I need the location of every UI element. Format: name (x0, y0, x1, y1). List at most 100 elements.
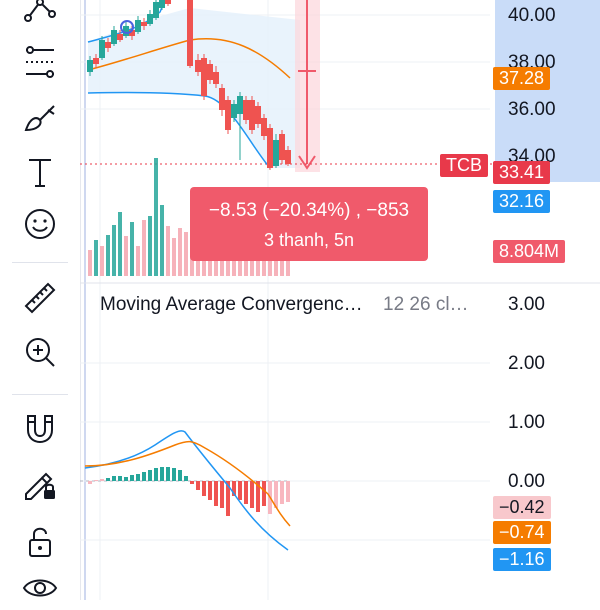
macd-histogram-bar (262, 481, 266, 506)
candle-body (267, 128, 273, 168)
price-tag-37-28: 37.28 (493, 67, 551, 90)
volume-bar (256, 246, 260, 276)
eye-tool[interactable] (15, 566, 65, 610)
volume-tag: 8.804M (493, 240, 566, 263)
toolbar-separator (12, 262, 68, 263)
volume-bar (172, 238, 176, 276)
macd-histogram-bar (148, 470, 152, 481)
volume-bar (112, 225, 116, 276)
lock-drawing-tool[interactable] (15, 462, 65, 506)
volume-bar (154, 158, 158, 276)
volume-bar (124, 236, 128, 276)
volume-bar (94, 240, 98, 276)
emoji-tool[interactable] (15, 202, 65, 246)
drawing-toolbar (0, 0, 81, 600)
lock-drawing-tool-icon (25, 472, 55, 500)
candle-body (159, 0, 165, 8)
candle-body (285, 150, 291, 164)
emoji-tool-icon (25, 209, 55, 239)
price-tag-last: 33.41 (493, 161, 551, 184)
candle-body (99, 40, 105, 58)
candle-body (273, 140, 279, 166)
volume-bar (142, 220, 146, 276)
volume-bar (268, 246, 272, 276)
volume-bar (88, 250, 92, 276)
candle-body (153, 2, 159, 18)
macd-line-tag: −1.16 (493, 548, 551, 571)
volume-bar (100, 246, 104, 276)
macd-histogram-bar (220, 481, 224, 508)
macd-hist-tag: −0.42 (493, 496, 551, 519)
macd-histogram-bar (142, 472, 146, 481)
magnet-tool[interactable] (15, 406, 65, 450)
text-tool[interactable] (15, 150, 65, 194)
ruler-tool[interactable] (15, 276, 65, 320)
macd-legend-title[interactable]: Moving Average Convergenc… (100, 294, 363, 315)
magnet-tool-icon (27, 415, 53, 444)
macd-histogram-bar (244, 481, 248, 504)
fib-retracement-tool[interactable] (15, 40, 65, 84)
macd-histogram-bar (94, 480, 98, 481)
volume-bar (286, 250, 290, 276)
candle-body (207, 64, 213, 80)
volume-bar (106, 235, 110, 276)
text-tool-icon (29, 159, 51, 187)
brush-tool[interactable] (15, 96, 65, 140)
macd-histogram-bar (208, 481, 212, 500)
event-marker[interactable] (120, 20, 134, 34)
candle-body (135, 20, 141, 32)
tooltip-change: −8.53 (−20.34%) , −853 (208, 200, 410, 221)
macd-histogram-bar (124, 477, 128, 481)
candle-body (141, 22, 147, 26)
candle-body (195, 60, 201, 72)
macd-histogram-bar (196, 481, 200, 490)
macd-histogram (88, 467, 290, 516)
macd-histogram-bar (232, 481, 236, 496)
candle-body (123, 26, 129, 36)
macd-histogram-bar (154, 468, 158, 481)
macd-histogram-bar (88, 481, 92, 484)
volume-bar (178, 228, 182, 276)
price-tag-32-16: 32.16 (493, 190, 551, 213)
volume-bar (148, 216, 152, 276)
price-axis-highlight (495, 0, 600, 182)
volume-bar (184, 232, 188, 276)
candle-body (279, 134, 285, 160)
candle-body (243, 100, 249, 120)
volume-bar (214, 246, 218, 276)
trend-line-tool[interactable] (15, 0, 65, 34)
candle-body (219, 88, 225, 110)
macd-histogram-bar (118, 476, 122, 481)
macd-histogram-bar (256, 481, 260, 512)
price-axis-label: 36.00 (508, 99, 556, 120)
macd-histogram-bar (238, 481, 242, 500)
macd-axis-label: 2.00 (508, 353, 545, 374)
macd-histogram-bar (280, 481, 284, 504)
macd-histogram-bar (202, 481, 206, 496)
zoom-in-tool-icon (26, 338, 55, 367)
candle-body (105, 42, 111, 48)
macd-axis-label: 1.00 (508, 412, 545, 433)
zoom-in-tool[interactable] (15, 330, 65, 374)
unlock-tool-icon (29, 527, 51, 557)
macd-histogram-bar (106, 478, 110, 481)
macd-histogram-bar (250, 481, 254, 508)
candle-body (231, 104, 237, 118)
macd-histogram-bar (166, 467, 170, 481)
toolbar-separator (12, 394, 68, 395)
macd-histogram-bar (112, 476, 116, 481)
measure-arrow (298, 0, 316, 170)
chart-canvas[interactable] (80, 0, 600, 600)
macd-signal-tag: −0.74 (493, 521, 551, 544)
macd-histogram-bar (160, 467, 164, 481)
volume-bar (118, 212, 122, 276)
macd-histogram-bar (100, 479, 104, 481)
trend-line-tool-icon (24, 0, 56, 22)
unlock-tool[interactable] (15, 520, 65, 564)
macd-histogram-bar (226, 481, 230, 516)
candle-body (225, 100, 231, 130)
macd-line (84, 430, 289, 551)
fib-retracement-tool-icon (26, 46, 54, 78)
chart-area[interactable]: 40.00 38.00 36.00 34.00 37.28 TCB 33.41 … (80, 0, 600, 600)
macd-legend-params[interactable]: 12 26 cl… (383, 294, 469, 315)
